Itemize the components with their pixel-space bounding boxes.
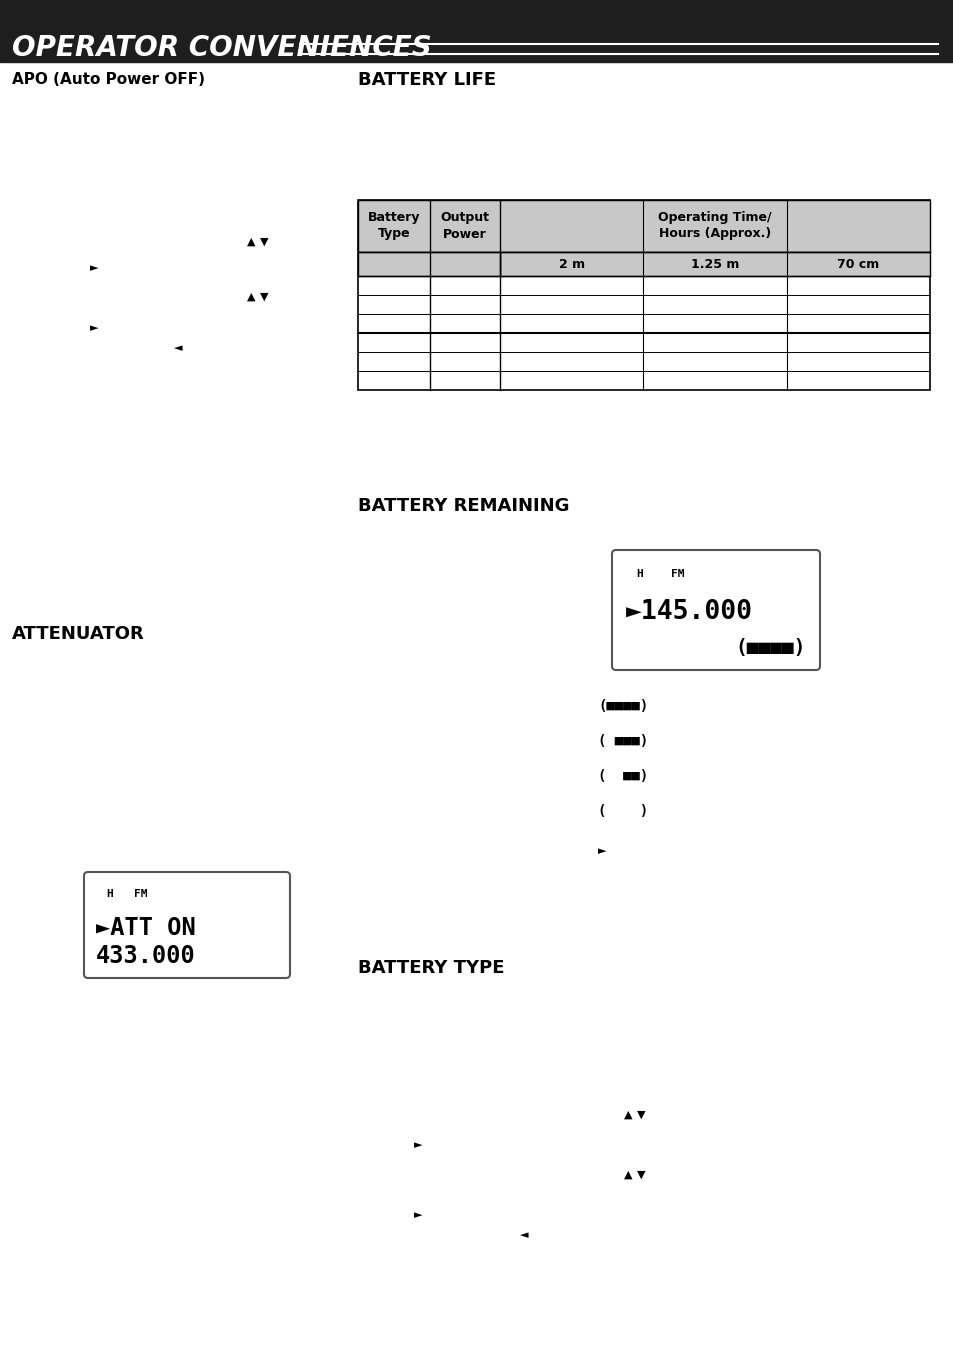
Text: FM: FM	[133, 889, 148, 898]
Bar	[499, 252, 929, 277]
Text: ◄: ◄	[519, 1230, 528, 1240]
Text: ▲: ▲	[623, 1170, 632, 1180]
Text: APO (Auto Power OFF): APO (Auto Power OFF)	[12, 73, 205, 88]
Text: ATTENUATOR: ATTENUATOR	[12, 625, 145, 643]
Text: ►: ►	[598, 846, 606, 857]
Bar	[357, 200, 929, 390]
Text: Battery
Type: Battery Type	[367, 212, 420, 240]
Text: FM: FM	[670, 569, 684, 579]
Text: BATTERY LIFE: BATTERY LIFE	[357, 71, 496, 89]
Text: H: H	[636, 569, 642, 579]
Text: 2 m: 2 m	[558, 258, 584, 271]
Text: ►: ►	[414, 1210, 422, 1219]
Text: ►: ►	[414, 1140, 422, 1149]
Text: ( ■■■): ( ■■■)	[598, 734, 648, 747]
Text: Output
Power: Output Power	[440, 212, 489, 240]
Text: Operating Time/
Hours (Approx.): Operating Time/ Hours (Approx.)	[658, 212, 771, 240]
Text: BATTERY REMAINING: BATTERY REMAINING	[357, 496, 569, 515]
Text: ►: ►	[90, 263, 98, 272]
Text: OPERATOR CONVENIENCES: OPERATOR CONVENIENCES	[12, 34, 432, 62]
Text: H: H	[106, 889, 112, 898]
Text: 70 cm: 70 cm	[837, 258, 879, 271]
Bar	[0, 0, 953, 62]
Text: ▼: ▼	[260, 237, 268, 247]
Text: ►145.000: ►145.000	[625, 599, 752, 625]
Bar	[357, 252, 499, 277]
Text: ▲: ▲	[247, 291, 255, 302]
FancyBboxPatch shape	[84, 871, 290, 978]
FancyBboxPatch shape	[612, 550, 820, 670]
Text: ▼: ▼	[260, 291, 268, 302]
Text: 433.000: 433.000	[96, 944, 195, 969]
Text: (■■■■): (■■■■)	[735, 638, 805, 657]
Text: ►ATT ON: ►ATT ON	[96, 916, 195, 940]
Text: ►: ►	[90, 322, 98, 333]
Bar	[357, 200, 929, 252]
Text: ▲: ▲	[623, 1110, 632, 1120]
Text: (    ): ( )	[598, 804, 648, 817]
Text: 1.25 m: 1.25 m	[690, 258, 739, 271]
Text: BATTERY TYPE: BATTERY TYPE	[357, 959, 504, 977]
Text: ▼: ▼	[637, 1110, 645, 1120]
Text: (  ■■): ( ■■)	[598, 769, 648, 782]
Text: ▼: ▼	[637, 1170, 645, 1180]
Text: ▲: ▲	[247, 237, 255, 247]
Text: ◄: ◄	[173, 343, 182, 353]
Text: (■■■■): (■■■■)	[598, 699, 648, 714]
